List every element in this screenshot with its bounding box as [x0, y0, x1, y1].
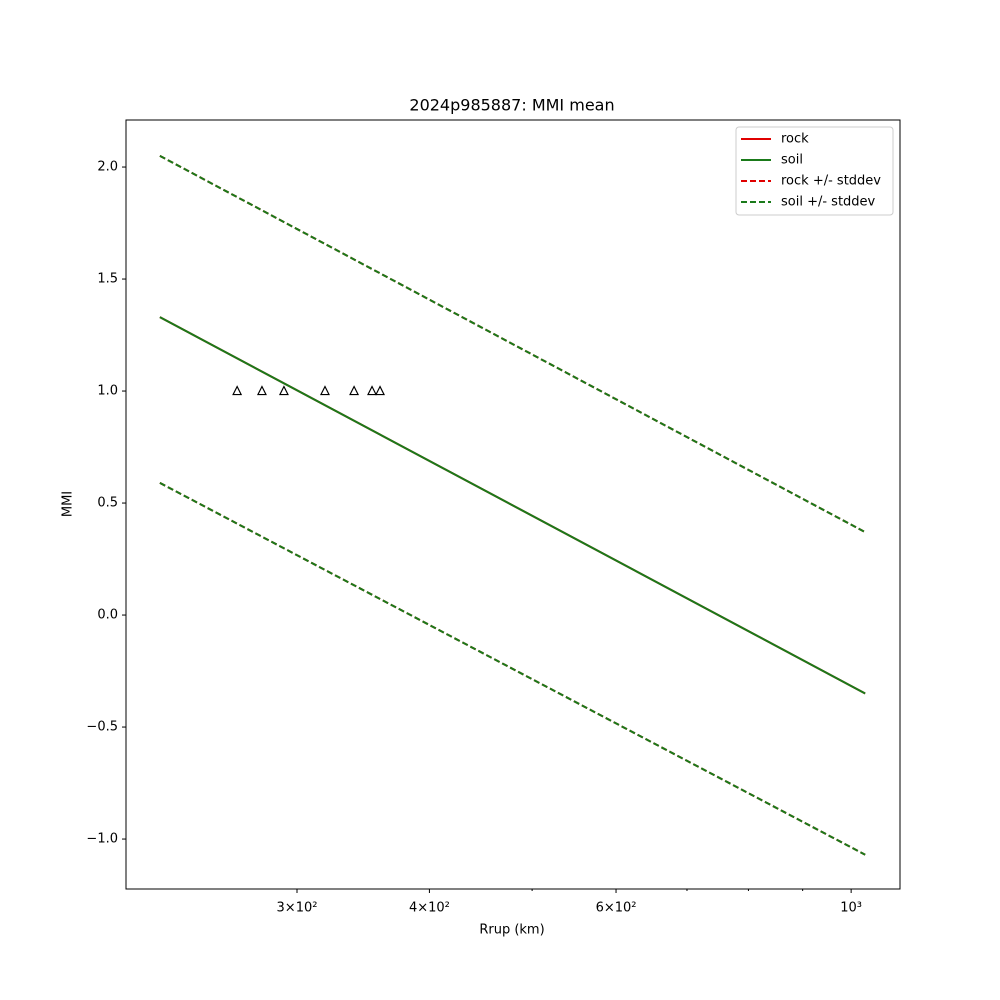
legend-label: soil +/- stddev [781, 195, 876, 210]
series-line [159, 481, 866, 856]
y-tick-label: −0.5 [86, 720, 118, 735]
y-tick-label: 1.5 [97, 272, 118, 287]
observation-marker [349, 385, 360, 396]
y-tick-label: 1.0 [97, 384, 118, 399]
series-line [159, 154, 866, 534]
x-tick-label: 4×10² [409, 901, 450, 916]
plot-frame [125, 119, 901, 890]
observation-marker [278, 385, 289, 396]
observation-marker [375, 385, 385, 396]
y-tick-label: 0.5 [97, 496, 118, 511]
observation-marker [256, 385, 267, 396]
observation-marker [320, 385, 330, 396]
x-tick-label: 10³ [840, 901, 862, 916]
legend-label: soil [781, 153, 803, 168]
chart-title: 2024p985887: MMI mean [409, 96, 614, 115]
observation-marker [232, 385, 243, 396]
legend-label: rock +/- stddev [781, 174, 881, 189]
x-tick-label: 6×10² [596, 901, 637, 916]
series-line [159, 316, 866, 695]
y-axis-label: MMI [61, 491, 76, 517]
y-tick-label: 0.0 [97, 608, 118, 623]
legend-box [735, 126, 894, 216]
x-tick-label: 3×10² [277, 901, 318, 916]
x-axis-label: Rrup (km) [479, 923, 544, 938]
y-tick-label: −1.0 [86, 832, 118, 847]
observation-marker [367, 385, 377, 396]
y-tick-label: 2.0 [97, 160, 118, 175]
legend-label: rock [781, 132, 809, 147]
